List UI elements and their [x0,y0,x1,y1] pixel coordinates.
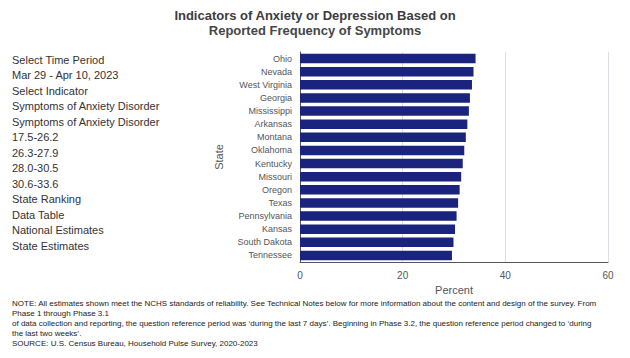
svg-text:Nevada: Nevada [261,67,292,77]
svg-text:Kentucky: Kentucky [255,159,293,169]
svg-text:NOTE: All estimates shown meet: NOTE: All estimates shown meet the NCHS … [12,299,599,308]
svg-text:Oregon: Oregon [262,185,292,195]
svg-text:West Virginia: West Virginia [239,80,292,90]
svg-text:Indicators of Anxiety or Depre: Indicators of Anxiety or Depression Base… [174,8,455,23]
svg-text:20: 20 [397,270,409,281]
svg-text:State: State [213,144,225,170]
svg-text:Kansas: Kansas [262,224,293,234]
svg-text:Select Time Period: Select Time Period [12,54,104,66]
svg-text:Tennessee: Tennessee [248,250,292,260]
svg-text:Phase 1 through Phase 3.1: Phase 1 through Phase 3.1 [12,309,110,318]
svg-text:Montana: Montana [257,132,292,142]
svg-text:Mississippi: Mississippi [248,106,292,116]
svg-text:Symptoms of Anxiety Disorder: Symptoms of Anxiety Disorder [12,116,160,128]
svg-text:Pennsylvania: Pennsylvania [238,211,292,221]
svg-text:Georgia: Georgia [260,93,292,103]
svg-text:17.5-26.2: 17.5-26.2 [12,131,58,143]
svg-text:Texas: Texas [268,198,292,208]
svg-text:Missouri: Missouri [258,172,292,182]
svg-text:60: 60 [602,270,614,281]
svg-text:SOURCE: U.S. Census Bureau, Ho: SOURCE: U.S. Census Bureau, Household Pu… [12,339,258,348]
svg-text:National Estimates: National Estimates [12,224,104,236]
svg-text:South Dakota: South Dakota [237,237,292,247]
svg-text:Symptoms of Anxiety Disorder: Symptoms of Anxiety Disorder [12,100,160,112]
svg-text:Reported Frequency of Symptoms: Reported Frequency of Symptoms [209,23,421,38]
svg-text:State Estimates: State Estimates [12,240,90,252]
svg-text:Mar 29 - Apr 10, 2023: Mar 29 - Apr 10, 2023 [12,69,118,81]
svg-text:Percent: Percent [435,284,473,296]
svg-text:Data Table: Data Table [12,209,64,221]
svg-text:State Ranking: State Ranking [12,193,81,205]
svg-text:the last two weeks’.: the last two weeks’. [12,329,81,338]
svg-text:Ohio: Ohio [273,54,292,64]
svg-text:40: 40 [500,270,512,281]
svg-text:of data collection and reporti: of data collection and reporting, the qu… [12,319,594,328]
svg-text:Oklahoma: Oklahoma [251,145,292,155]
svg-text:30.6-33.6: 30.6-33.6 [12,178,58,190]
svg-text:Arkansas: Arkansas [254,119,292,129]
svg-text:28.0-30.5: 28.0-30.5 [12,162,58,174]
svg-text:0: 0 [297,270,303,281]
svg-text:Select Indicator: Select Indicator [12,85,88,97]
svg-text:26.3-27.9: 26.3-27.9 [12,147,58,159]
